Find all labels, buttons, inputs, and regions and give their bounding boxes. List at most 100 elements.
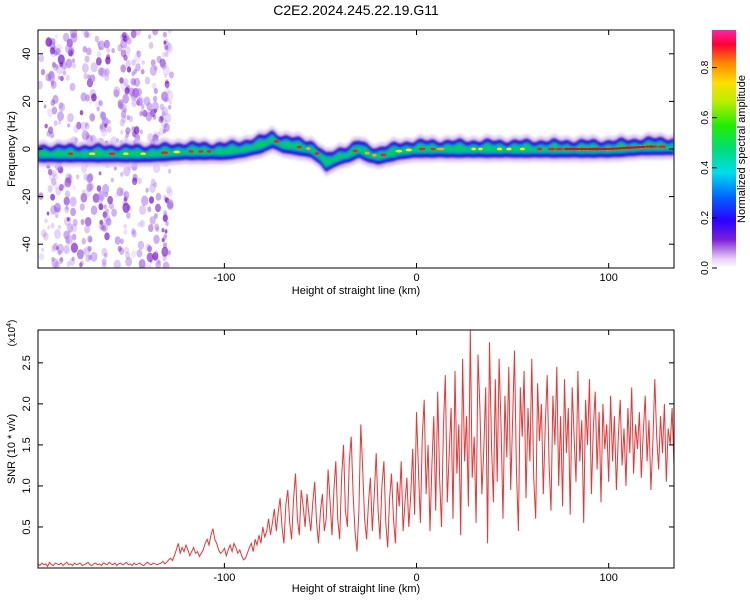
spectrogram-noise-point — [96, 185, 102, 192]
spectrogram-noise-point — [123, 191, 130, 199]
snr-x-tick-label: 0 — [413, 572, 419, 584]
spectrogram-ridge-peak — [610, 147, 616, 150]
spectrogram-noise-point — [120, 80, 127, 91]
spectrogram-noise-point — [104, 69, 110, 77]
spectrogram-noise-point — [101, 258, 107, 266]
spectrogram-noise-point — [57, 120, 62, 125]
spectrogram-noise-point — [123, 166, 131, 177]
spectrogram-noise-point — [95, 57, 102, 66]
spectrogram-noise-point — [164, 51, 169, 58]
spectrogram-noise-point — [83, 73, 89, 80]
spectrogram-noise-point — [154, 250, 159, 257]
spectrogram-ridge-peak — [352, 149, 358, 153]
spectrogram-noise-point — [84, 225, 90, 234]
spectrogram-noise-point — [82, 46, 88, 53]
spectrogram-noise-point — [120, 64, 127, 73]
spectrogram-ridge-peak — [598, 147, 604, 151]
spectrogram-noise-point — [101, 247, 108, 257]
spectrogram-noise-point — [84, 55, 90, 63]
spectrogram-noise-point — [87, 74, 91, 80]
spectrogram-noise-point — [104, 127, 108, 133]
spectrogram-noise-point — [38, 54, 45, 63]
spectrogram-noise-point — [52, 94, 59, 104]
spectrogram-noise-point — [125, 127, 131, 135]
spectrogram-noise-point — [49, 47, 55, 55]
spectrogram-noise-point — [86, 47, 92, 56]
spectrogram-ridge-peak — [657, 145, 667, 149]
spectrogram-noise-point — [88, 99, 93, 105]
spectrogram-noise-point — [141, 60, 145, 65]
spectrogram-noise-point — [48, 70, 55, 79]
spectrogram-noise-point — [130, 30, 137, 39]
spectrogram-y-tick-label: -40 — [21, 236, 33, 252]
spectrogram-noise-point — [85, 121, 89, 127]
spectrogram-noise-point — [117, 245, 122, 252]
spectrogram-noise-point — [133, 77, 141, 87]
spectrogram-noise-point — [126, 66, 132, 73]
spectrogram-noise-point — [124, 87, 130, 95]
spectrogram-ridge-peak — [206, 149, 212, 153]
spectrogram-noise-point — [95, 100, 101, 109]
spectrogram-noise-point — [135, 63, 141, 72]
spectrogram-noise-point — [126, 115, 131, 121]
spectrogram-ridge-peak — [651, 145, 658, 149]
spectrogram-noise-point — [163, 210, 168, 216]
spectrogram-ridge-peak — [590, 147, 596, 151]
spectrogram-noise-point — [140, 108, 146, 115]
spectrogram-noise-point — [139, 204, 147, 216]
spectrogram-noise-point — [125, 256, 133, 267]
spectrogram-noise-point — [161, 237, 165, 243]
spectrogram-noise-point — [72, 63, 76, 69]
spectrogram-noise-point — [72, 239, 76, 245]
spectrogram-noise-point — [154, 108, 158, 113]
spectrogram-noise-point — [147, 34, 152, 40]
spectrogram-noise-point — [57, 249, 62, 256]
spectrogram-noise-point — [167, 201, 174, 211]
spectrogram-noise-point — [85, 94, 91, 102]
spectrogram-noise-point — [121, 31, 127, 39]
spectrogram-noise-point — [104, 123, 108, 129]
spectrogram-noise-point — [40, 68, 46, 76]
spectrogram-noise-point — [87, 173, 94, 182]
spectrogram-ridge-peak — [563, 147, 569, 151]
spectrogram-noise-point — [141, 195, 149, 206]
spectrogram-noise-point — [165, 83, 169, 89]
spectrogram-noise-point — [65, 43, 73, 54]
spectrogram-noise-point — [162, 242, 168, 249]
spectrogram-ridge-peak — [380, 153, 387, 157]
spectrogram-noise-point — [120, 171, 124, 177]
spectrogram-noise-point — [131, 177, 138, 186]
colorbar-tick-label: 0.0 — [700, 261, 711, 275]
spectrogram-ridge-peak — [395, 149, 403, 153]
colorbar-label: Normalized spectral amplitude — [736, 75, 748, 223]
spectrogram-noise-point — [96, 194, 104, 204]
spectrogram-ridge-peak — [496, 147, 503, 151]
spectrogram-noise-point — [123, 223, 127, 229]
spectrogram-noise-point — [148, 224, 154, 233]
spectrogram-noise-point — [50, 193, 56, 201]
spectrogram-noise-point — [131, 230, 137, 238]
spectrogram-noise-point — [103, 39, 110, 49]
spectrogram-x-tick-label: -100 — [213, 272, 235, 284]
spectrogram-noise-point — [145, 262, 152, 268]
snr-y-tick-label: 1.5 — [21, 437, 33, 452]
spectrogram-noise-point — [90, 62, 98, 73]
spectrogram-noise-point — [140, 103, 145, 109]
spectrogram-noise-point — [122, 94, 129, 104]
spectrogram-noise-point — [116, 187, 124, 197]
spectrogram-noise-point — [162, 31, 167, 38]
spectrogram-noise-point — [123, 54, 128, 61]
spectrogram-noise-point — [51, 61, 57, 68]
spectrogram-noise-point — [131, 59, 136, 66]
spectrogram-noise-point — [105, 217, 112, 226]
spectrogram-noise-point — [72, 218, 78, 227]
spectrogram-ridge-peak — [160, 151, 169, 155]
spectrogram-noise-point — [130, 91, 138, 101]
spectrogram-noise-point — [142, 109, 148, 118]
spectrogram-noise-point — [128, 87, 135, 97]
spectrogram-noise-point — [165, 221, 169, 227]
spectrogram-noise-point — [46, 130, 51, 137]
spectrogram-noise-point — [162, 261, 170, 268]
spectrogram-noise-point — [41, 247, 45, 252]
